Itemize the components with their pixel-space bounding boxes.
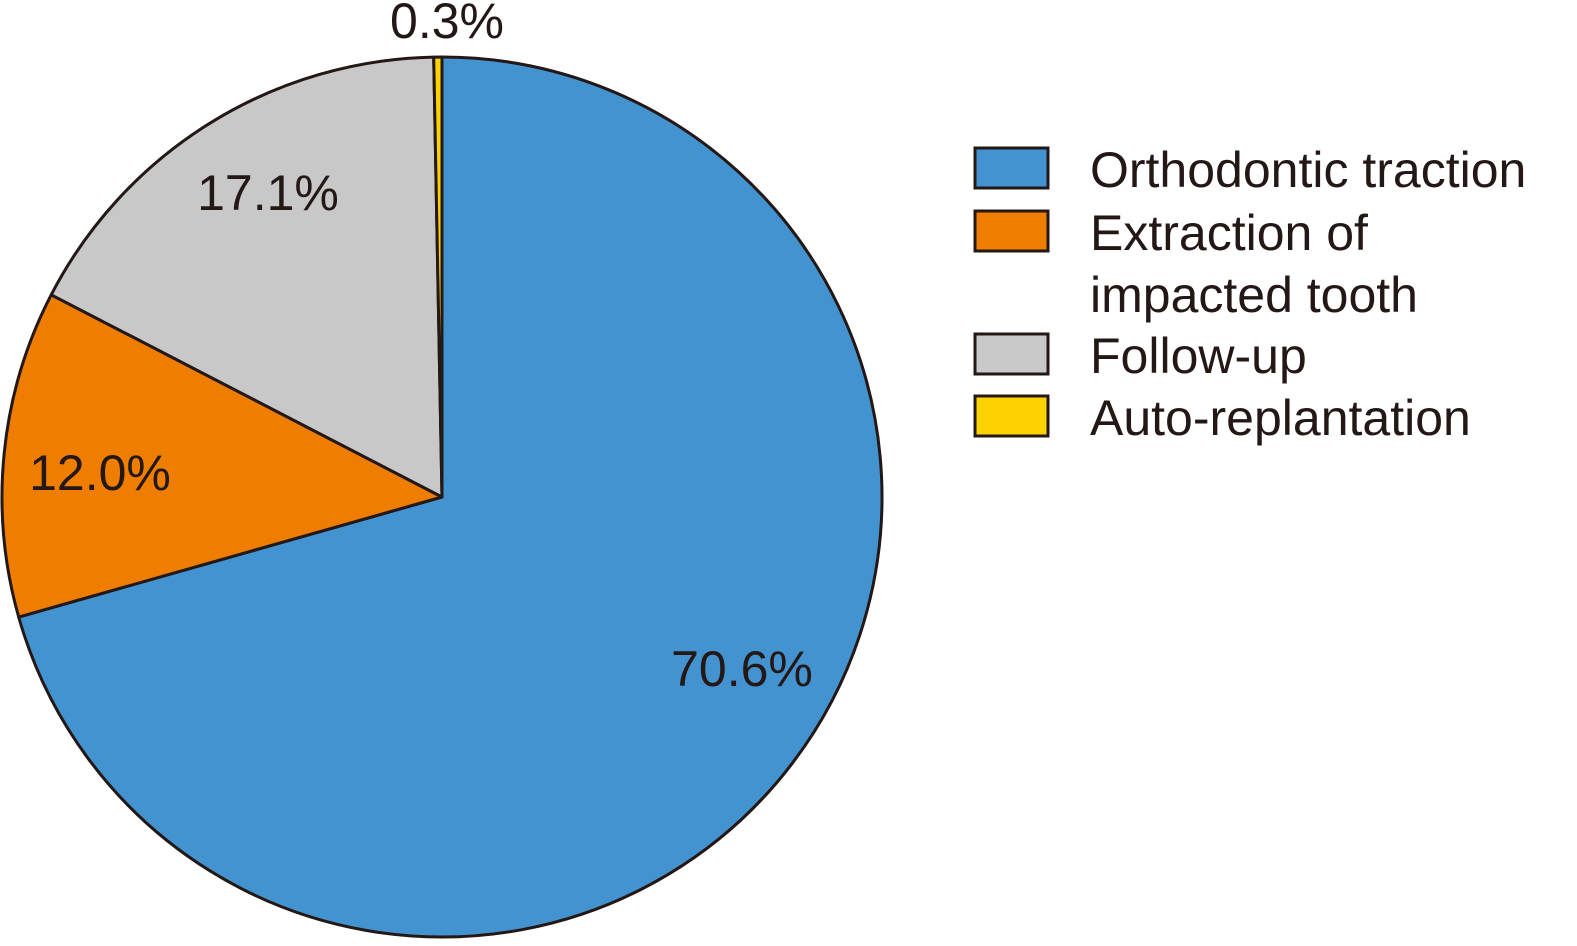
pie-slice-extraction-of-impacted-tooth [0,293,444,619]
pie-slice-auto-replantation [432,55,444,499]
data-label-extraction: 12.0% [29,445,171,501]
data-label-follow-up: 17.1% [197,165,339,221]
legend-swatch-follow-up [973,332,1050,376]
legend-swatch-orthodontic-traction [973,146,1050,190]
legend-swatch-auto-replantation [973,394,1050,438]
legend-swatch-extraction [973,209,1050,253]
pie-slices [0,55,884,939]
pie-slice-follow-up [49,55,444,499]
legend-label-extraction-line-1: Extraction of [1090,205,1368,261]
legend-label-orthodontic-traction: Orthodontic traction [1090,142,1526,198]
data-label-auto-replantation: 0.3% [390,0,504,49]
legend-label-auto-replantation: Auto-replantation [1090,390,1471,446]
pie-data-labels: 70.6% 12.0% 17.1% 0.3% [29,0,813,697]
data-label-orthodontic-traction: 70.6% [671,641,813,697]
legend: Orthodontic traction Extraction of impac… [973,142,1526,446]
pie-slice-orthodontic-traction [17,55,884,939]
legend-label-follow-up: Follow-up [1090,328,1307,384]
legend-label-extraction-line-2: impacted tooth [1090,267,1418,323]
